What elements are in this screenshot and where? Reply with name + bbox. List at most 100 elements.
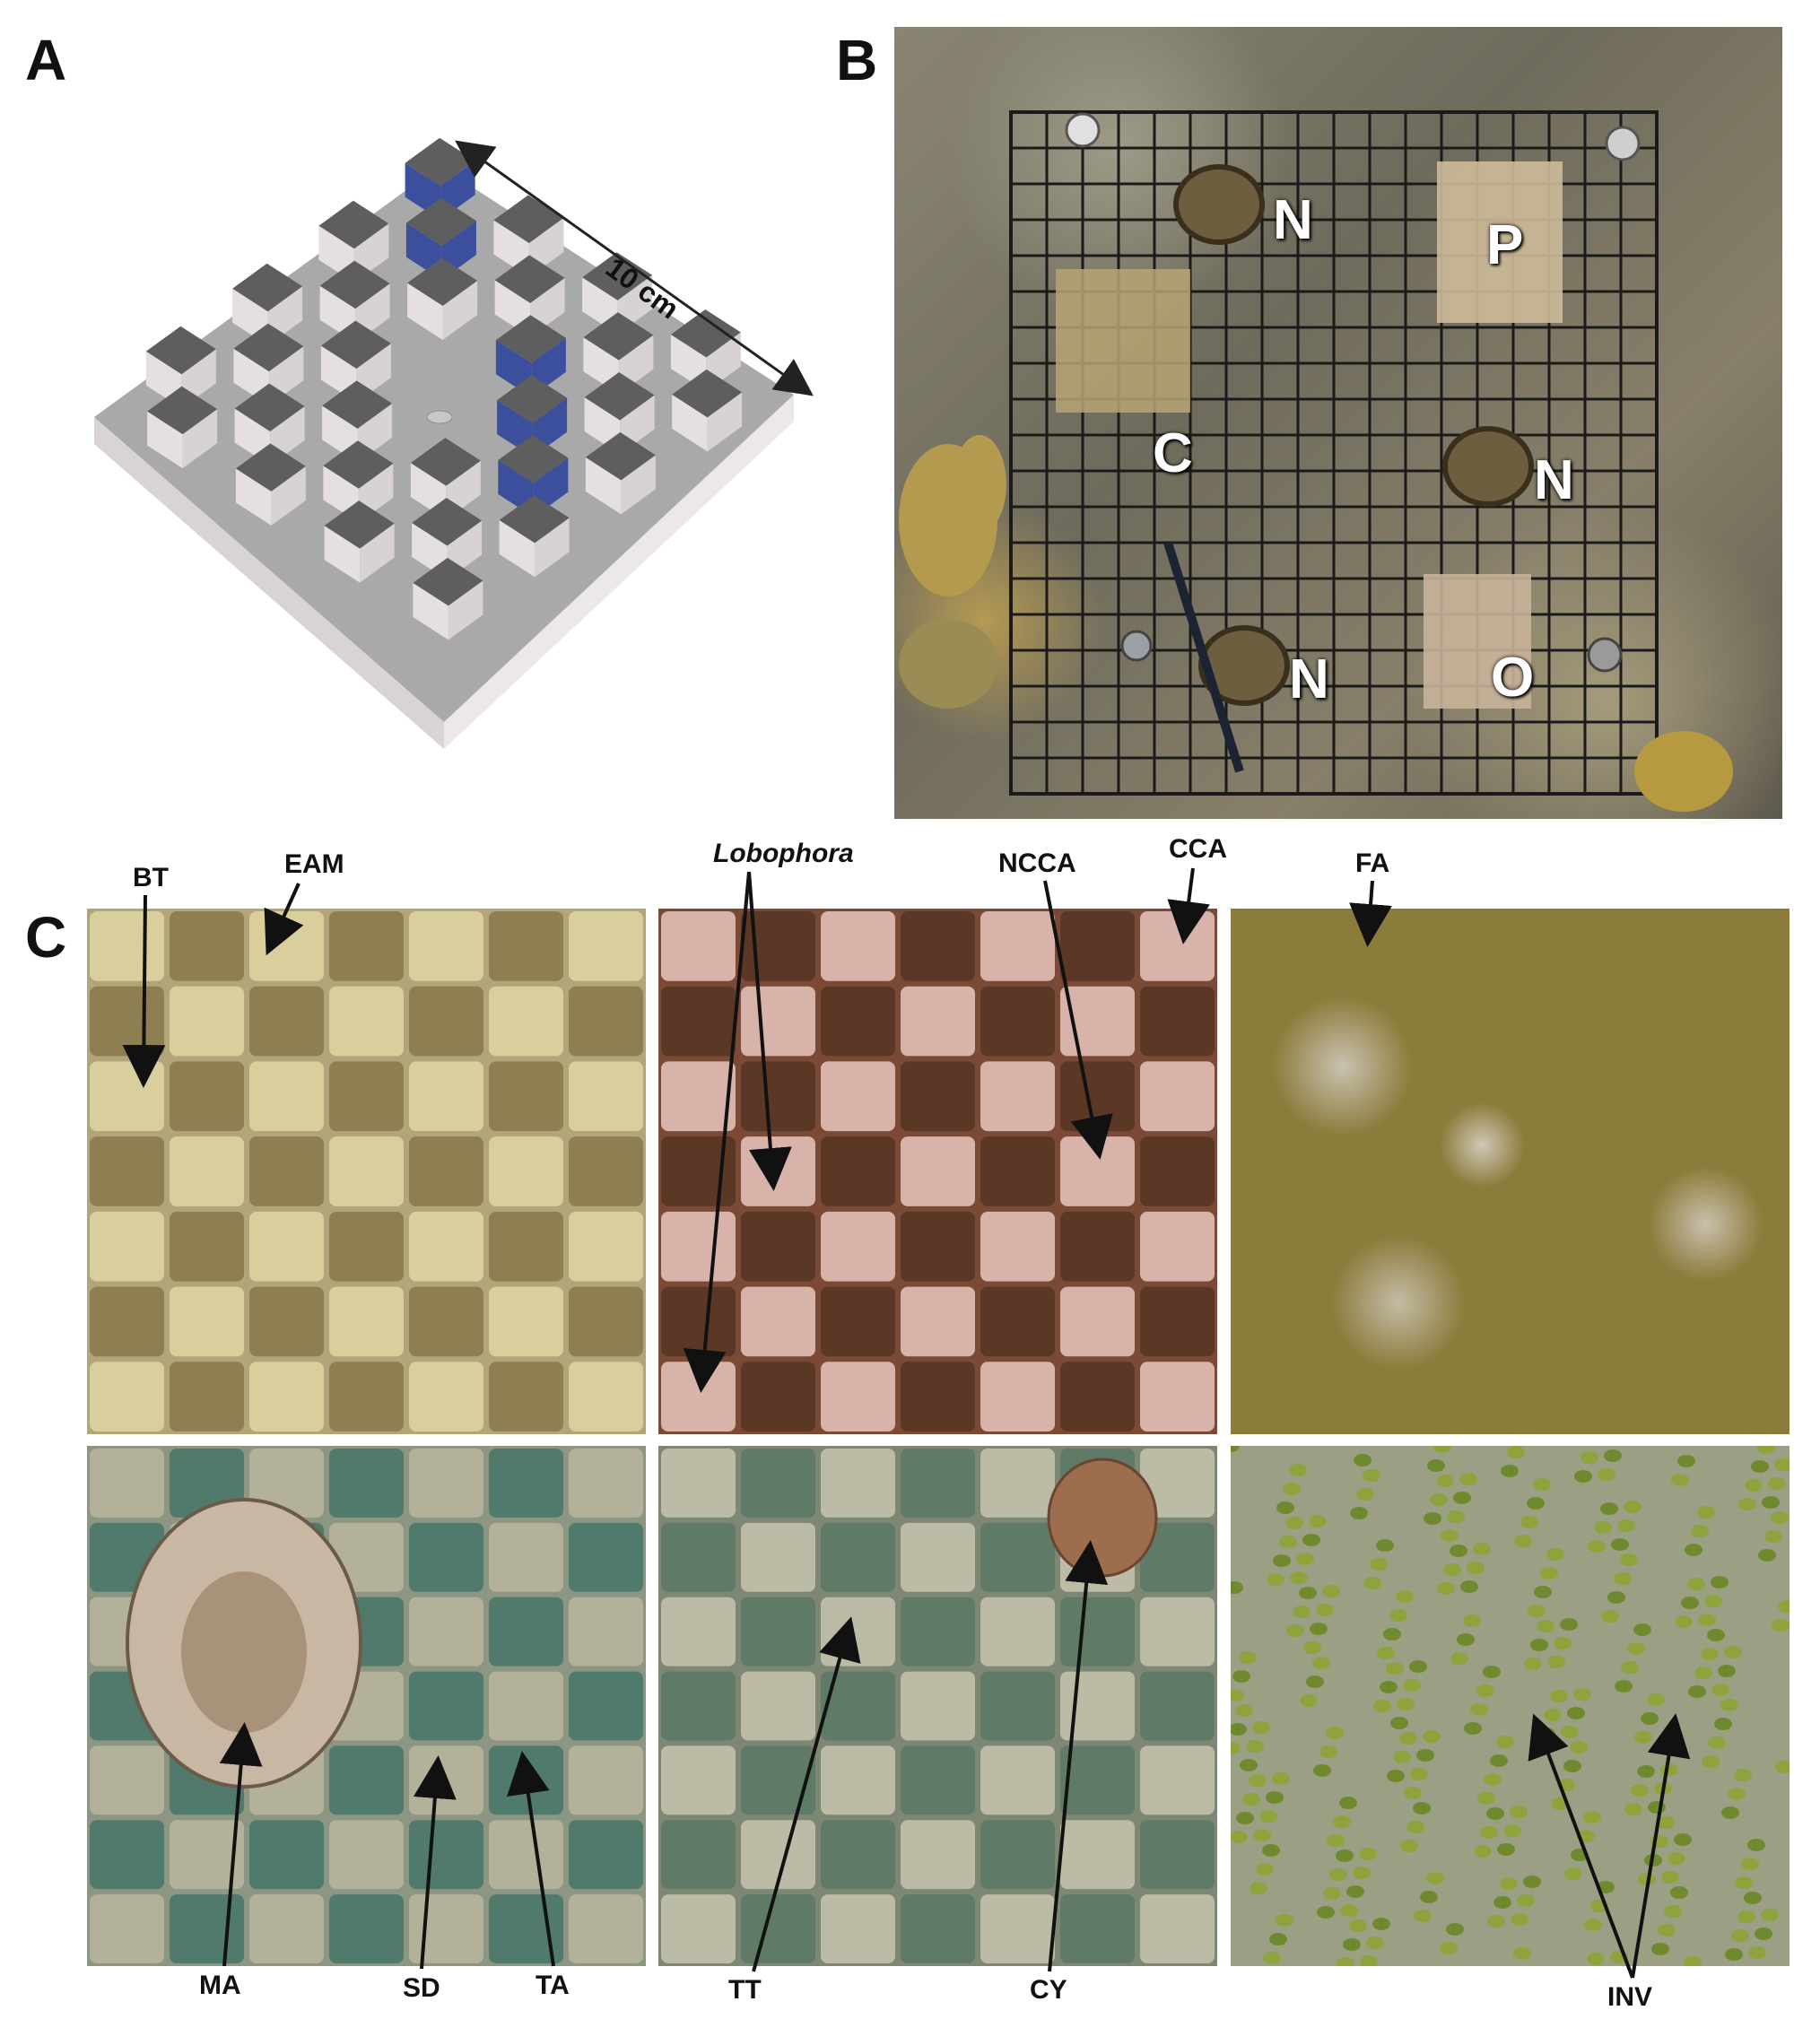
label-fa: FA	[1355, 849, 1390, 878]
label-ta: TA	[536, 1971, 570, 2000]
cube-top	[497, 375, 568, 423]
plate-side-left	[94, 417, 444, 749]
plate-top	[94, 166, 794, 722]
cyanobacteria-patch	[1047, 1458, 1158, 1578]
cube-side	[319, 285, 356, 344]
cube-side	[495, 340, 532, 397]
massive-coral	[1634, 731, 1733, 812]
cube-side	[618, 335, 654, 395]
cube-top	[498, 434, 569, 483]
tile-o	[1424, 574, 1531, 709]
cube-top	[495, 315, 566, 363]
net-cylinder	[1198, 625, 1290, 706]
cube-side	[707, 392, 743, 452]
label-c: C	[1153, 422, 1193, 484]
tile-photo-lobophora	[658, 909, 1217, 1434]
branching-coral	[899, 435, 1006, 596]
cube-side	[181, 349, 216, 409]
cube-top	[233, 323, 304, 372]
cube-side	[535, 518, 570, 578]
cube-side	[528, 217, 564, 277]
panel-label-c: C	[25, 905, 67, 970]
label-eam: EAM	[284, 849, 344, 879]
label-n: N	[1534, 449, 1574, 511]
cube-side	[323, 466, 359, 523]
cube-side	[447, 520, 483, 580]
cube-top	[319, 260, 390, 309]
cube-side	[270, 405, 305, 466]
cube-side	[358, 463, 394, 523]
cube-side	[499, 519, 536, 578]
cube-top	[493, 195, 564, 243]
label-bt: BT	[133, 863, 169, 892]
cube-side	[322, 405, 358, 463]
cube-top	[585, 431, 656, 481]
label-ma: MA	[199, 1971, 241, 2000]
tile-photo-fa	[1231, 909, 1790, 1434]
label-lobophora: Lobophora	[713, 839, 854, 868]
cube-top	[235, 443, 306, 492]
cube-side	[324, 526, 361, 583]
cube-side	[235, 468, 272, 526]
cube-side	[497, 400, 533, 457]
cube-side	[583, 337, 619, 395]
cube-side	[268, 346, 304, 406]
cube-side	[413, 582, 448, 640]
cube-side	[494, 280, 531, 337]
cube-side	[355, 283, 390, 344]
label-cca: CCA	[1169, 834, 1227, 864]
cube-side	[448, 580, 483, 640]
label-n: N	[1273, 189, 1313, 251]
cube-side	[584, 396, 621, 455]
label-inv: INV	[1607, 1982, 1653, 2012]
net-cylinder	[1173, 164, 1265, 245]
cube-side	[182, 409, 218, 469]
cube-top	[320, 320, 391, 369]
dimension-label: 10 cm	[599, 251, 685, 326]
massive-coral	[899, 619, 997, 709]
cube-side	[672, 394, 708, 452]
cube-side	[233, 348, 269, 406]
label-cy: CY	[1030, 1975, 1067, 2005]
cube-side	[442, 280, 478, 340]
cube-side	[533, 457, 569, 518]
cube-side	[440, 161, 475, 221]
cube-side	[405, 162, 441, 221]
cube-top	[405, 197, 476, 247]
plate-side-right	[444, 395, 794, 749]
cube-side	[320, 345, 357, 403]
cube-top	[412, 497, 483, 546]
cube-side	[271, 466, 306, 526]
tile-photo-bt-eam	[87, 909, 646, 1434]
cube-top	[405, 137, 475, 187]
cube-side	[410, 463, 447, 520]
cube-top	[318, 200, 389, 249]
center-hole	[426, 410, 453, 424]
cube-side	[620, 395, 655, 455]
label-ncca: NCCA	[998, 849, 1076, 878]
cube-side	[412, 522, 448, 580]
cube-top	[410, 438, 481, 486]
cube-side	[621, 455, 656, 515]
cube-side	[356, 343, 391, 403]
label-o: O	[1491, 647, 1535, 709]
panel-label-a: A	[25, 28, 67, 92]
label-n: N	[1289, 648, 1329, 710]
cube-top	[322, 380, 393, 429]
cube-top	[583, 312, 654, 361]
tile-photo-tt-cy	[658, 1446, 1217, 1966]
panel-label-b: B	[836, 28, 878, 92]
cube-side	[670, 334, 707, 392]
cube-side	[405, 222, 442, 281]
cube-side	[706, 332, 741, 392]
cube-top	[672, 369, 743, 418]
cube-top	[324, 500, 395, 549]
label-sd: SD	[403, 1973, 440, 2003]
cube-side	[353, 223, 389, 283]
tile-p	[1437, 161, 1563, 323]
cube-side	[357, 403, 393, 463]
net-cylinder	[1442, 426, 1534, 507]
tile-photo-inv	[1231, 1446, 1790, 1966]
cube-side	[585, 457, 622, 515]
tile-c	[1056, 269, 1190, 413]
